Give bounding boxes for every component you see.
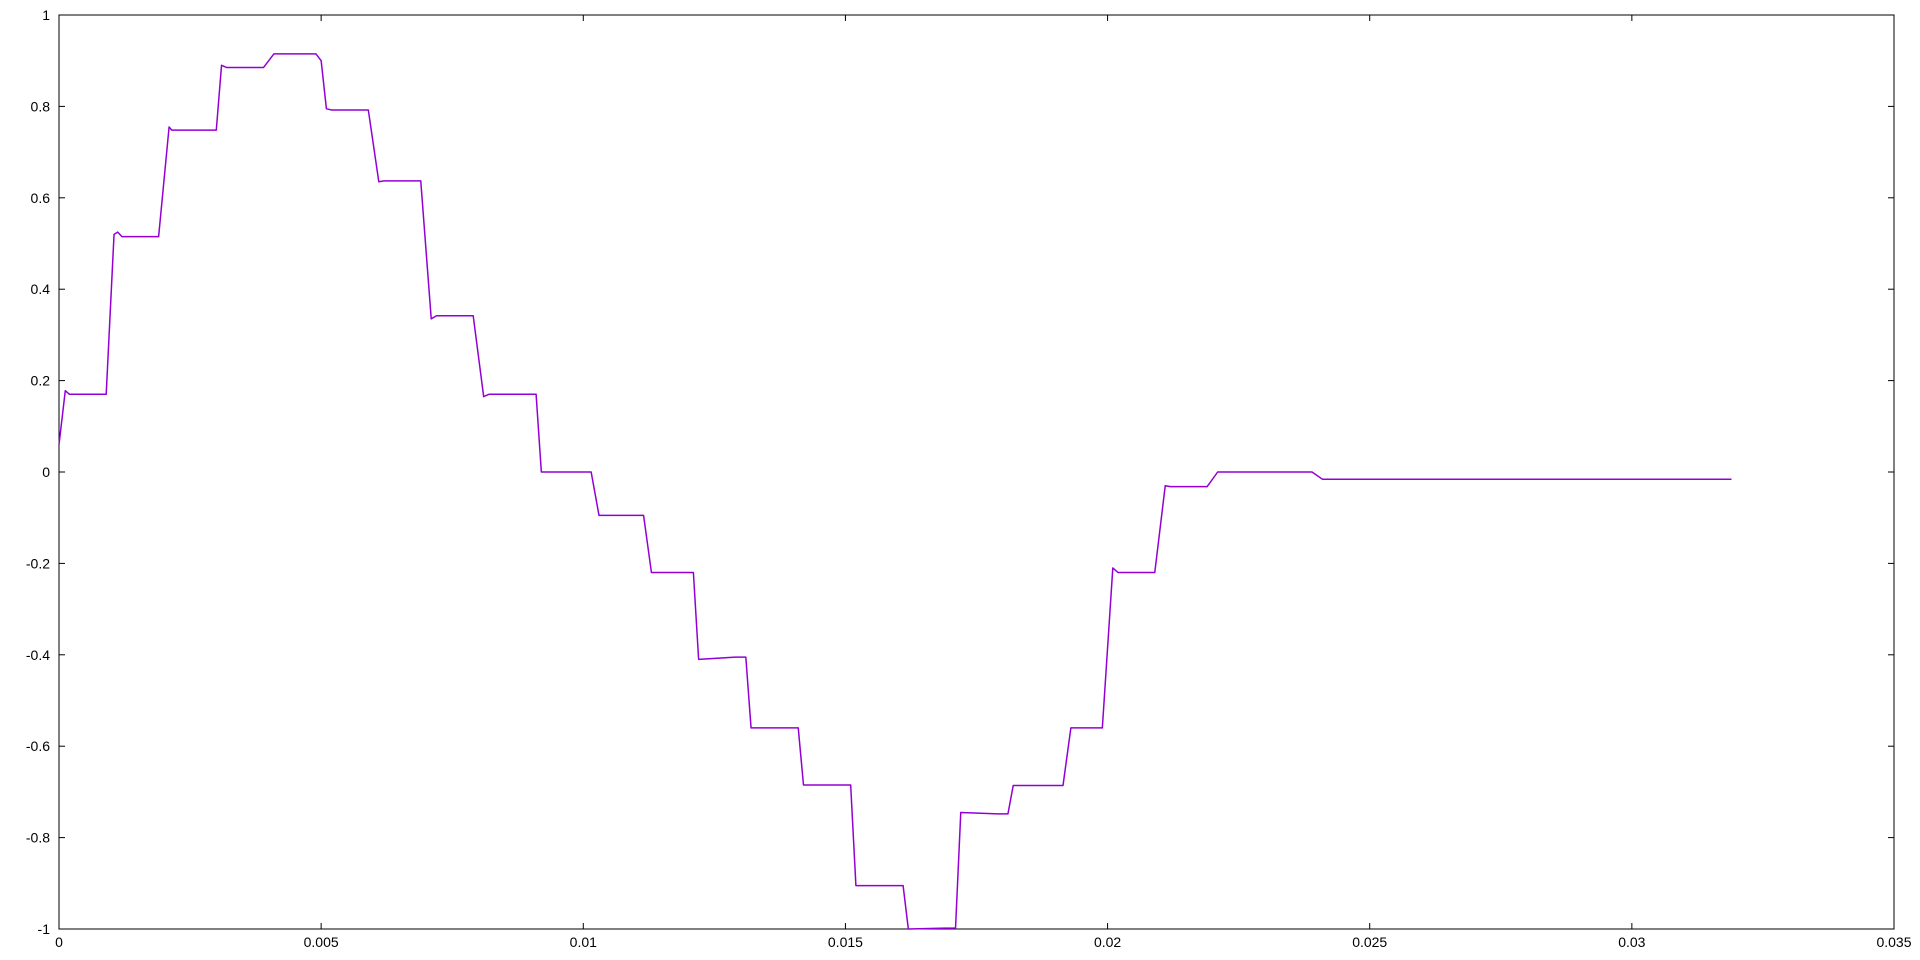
y-tick-label: 0.8 (31, 98, 51, 114)
y-tick-label: -0.8 (26, 830, 50, 846)
y-tick-label: 0.2 (31, 373, 51, 389)
y-tick-label: 0 (42, 464, 50, 480)
y-tick-label: 1 (42, 7, 50, 23)
series-line-0 (58, 53, 1732, 930)
x-tick-label: 0.01 (570, 934, 597, 950)
x-tick-label: 0.005 (304, 934, 339, 950)
y-tick-label: -0.4 (26, 647, 50, 663)
x-tick-label: 0.015 (828, 934, 863, 950)
x-tick-label: 0.03 (1618, 934, 1645, 950)
x-axis: 0 0.005 0.01 0.015 0.02 0.025 0.03 0.035 (55, 15, 1912, 950)
y-tick-label: -1 (38, 921, 51, 937)
y-axis: -1 -0.8 -0.6 -0.4 -0.2 0 0.2 0.4 0.6 0.8 1 (26, 7, 1894, 937)
x-tick-label: 0.025 (1352, 934, 1387, 950)
y-tick-label: 0.6 (31, 190, 51, 206)
x-tick-label: 0.02 (1094, 934, 1121, 950)
x-tick-label: 0 (55, 934, 63, 950)
plot-frame (58, 14, 1895, 930)
y-tick-label: -0.6 (26, 738, 50, 754)
series-layer (58, 53, 1732, 930)
y-tick-label: 0.4 (31, 281, 51, 297)
x-tick-label: 0.035 (1876, 934, 1911, 950)
y-tick-label: -0.2 (26, 555, 50, 571)
plot-area: 0 0.005 0.01 0.015 0.02 0.025 0.03 0.035 -1 -0.8… (26, 7, 1912, 950)
